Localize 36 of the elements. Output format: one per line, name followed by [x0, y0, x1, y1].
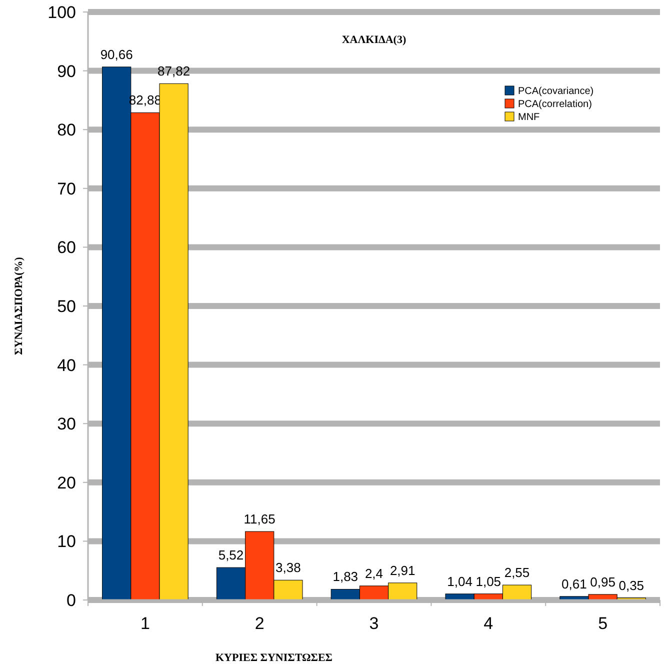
- data-label: 87,82: [158, 64, 190, 79]
- y-tick-label: 20: [57, 473, 76, 492]
- data-label: 0,61: [562, 576, 587, 592]
- data-label: 1,04: [447, 574, 472, 589]
- y-tick-label: 80: [57, 120, 76, 140]
- y-tick-label: 90: [57, 62, 76, 81]
- data-label: 90,66: [100, 46, 133, 62]
- data-label: 2,55: [504, 565, 530, 580]
- data-label: 2,4: [364, 566, 384, 581]
- x-tick-label: 4: [484, 614, 494, 633]
- y-tick-label: 70: [57, 179, 76, 198]
- y-tick-label: 40: [57, 356, 76, 375]
- y-tick-label: 50: [57, 296, 76, 316]
- y-tick-label: 60: [57, 238, 76, 258]
- data-label: 0,35: [618, 578, 644, 593]
- x-tick-label: 1: [140, 614, 150, 633]
- data-label: 0,95: [590, 574, 616, 590]
- legend-label: PCA(covariance): [518, 86, 594, 97]
- data-label: 1,83: [332, 569, 358, 584]
- data-label: 3,38: [276, 560, 301, 576]
- legend-label: MNF: [518, 112, 540, 123]
- text: ΧΑΛΚΙΔΑ(3): [342, 34, 406, 46]
- legend-label: PCA(correlation): [518, 99, 592, 110]
- data-label: 1,05: [476, 574, 502, 589]
- data-label: 2,91: [390, 562, 416, 578]
- data-label: 5,52: [218, 548, 244, 563]
- x-axis-title: ΚΥΡΙΕΣ ΣΥΝΙΣΤΩΣΕΣ: [216, 652, 332, 664]
- y-axis-title: ΣΥΝΔΙΑΣΠΟΡΑ(%): [13, 256, 25, 355]
- y-tick-label: 0: [66, 590, 76, 610]
- x-tick-label: 3: [369, 614, 379, 633]
- x-tick-label: 2: [254, 614, 264, 633]
- x-tick-label: 5: [598, 614, 608, 633]
- y-tick-label: 10: [57, 532, 76, 552]
- y-tick-label: 30: [57, 414, 76, 434]
- y-tick-label: 100: [48, 2, 76, 22]
- data-label: 11,65: [244, 512, 276, 526]
